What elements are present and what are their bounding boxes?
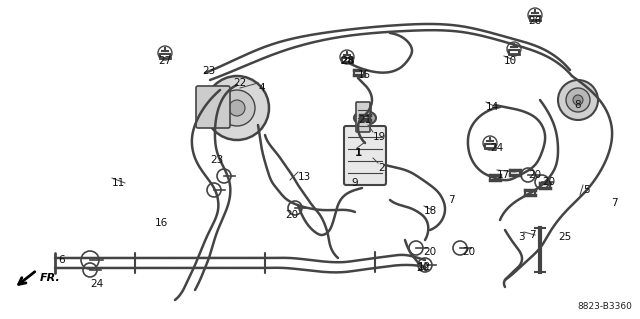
Text: 14: 14: [486, 102, 499, 112]
Text: 7: 7: [611, 198, 618, 208]
Text: 21: 21: [358, 115, 371, 125]
Text: 23: 23: [210, 155, 223, 165]
Text: 20: 20: [285, 210, 298, 220]
Text: 20: 20: [542, 177, 555, 187]
Text: 1: 1: [355, 148, 362, 158]
Text: 2: 2: [378, 163, 385, 173]
Circle shape: [566, 88, 590, 112]
Text: 17: 17: [497, 170, 510, 180]
Circle shape: [219, 90, 255, 126]
Circle shape: [205, 76, 269, 140]
Text: 20: 20: [462, 247, 475, 257]
Text: 9: 9: [351, 178, 358, 188]
Text: 6: 6: [58, 255, 65, 265]
Circle shape: [558, 80, 598, 120]
FancyBboxPatch shape: [196, 86, 230, 128]
Text: 24: 24: [490, 143, 503, 153]
Text: 15: 15: [358, 70, 371, 80]
Text: 8: 8: [574, 100, 580, 110]
Text: 7: 7: [529, 230, 536, 240]
Text: 28: 28: [340, 56, 355, 66]
Text: 18: 18: [424, 206, 437, 216]
Text: 20: 20: [423, 247, 436, 257]
Text: 10: 10: [504, 56, 517, 66]
Circle shape: [229, 100, 245, 116]
FancyBboxPatch shape: [356, 102, 370, 132]
Text: 23: 23: [202, 66, 215, 76]
Text: 26: 26: [528, 16, 541, 26]
Circle shape: [573, 95, 583, 105]
Text: 24: 24: [90, 279, 103, 289]
Text: 25: 25: [558, 232, 572, 242]
Text: 5: 5: [583, 185, 589, 195]
FancyBboxPatch shape: [359, 103, 371, 113]
Ellipse shape: [354, 111, 376, 125]
Text: 20: 20: [416, 263, 429, 273]
Text: 4: 4: [258, 83, 264, 93]
Text: 19: 19: [373, 132, 387, 142]
Text: 13: 13: [298, 172, 311, 182]
Text: 7: 7: [448, 195, 454, 205]
Text: 16: 16: [155, 218, 168, 228]
Text: 22: 22: [233, 78, 246, 88]
Text: FR.: FR.: [40, 273, 61, 283]
Text: 20: 20: [528, 170, 541, 180]
Text: 11: 11: [112, 178, 125, 188]
Text: 27: 27: [158, 56, 172, 66]
Text: 3: 3: [518, 232, 525, 242]
FancyBboxPatch shape: [344, 126, 386, 185]
Text: 12: 12: [418, 262, 431, 272]
Text: 8823-B3360: 8823-B3360: [577, 302, 632, 311]
